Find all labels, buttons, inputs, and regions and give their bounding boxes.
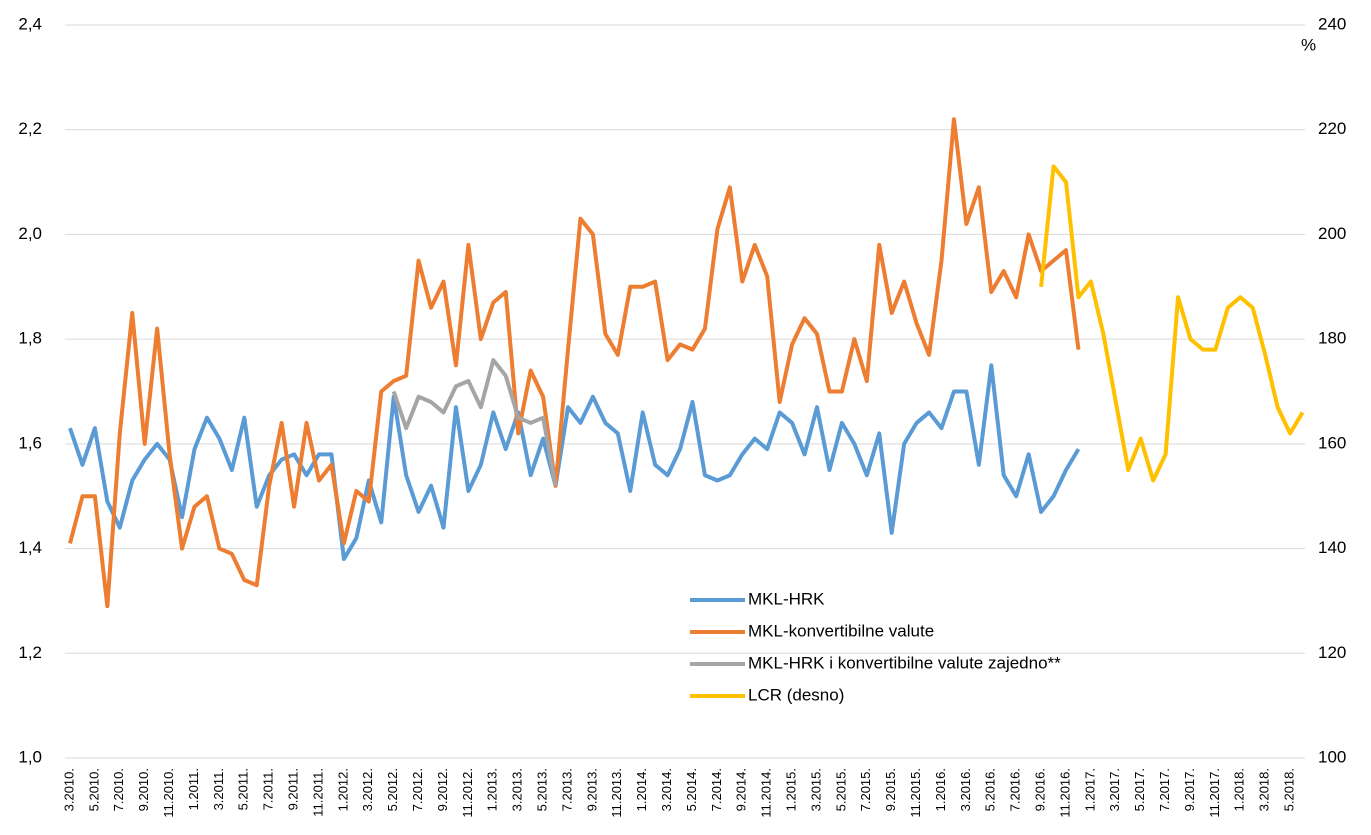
x-tick-label: 9.2014.: [734, 768, 749, 811]
x-tick-label: 3.2018.: [1257, 768, 1272, 811]
x-tick-label: 5.2014.: [684, 768, 699, 811]
y-tick-label: 2,2: [18, 119, 42, 138]
x-tick-label: 5.2013.: [535, 768, 550, 811]
x-tick-label: 9.2012.: [435, 768, 450, 811]
y-tick-label: 2,4: [18, 14, 42, 33]
y2-tick-label: 220: [1318, 119, 1346, 138]
x-tick-label: 3.2017.: [1107, 768, 1122, 811]
x-tick-label: 3.2014.: [659, 768, 674, 811]
x-tick-label: 1.2012.: [335, 768, 350, 811]
y-tick-label: 2,0: [18, 224, 42, 243]
x-tick-label: 7.2017.: [1157, 768, 1172, 811]
x-tick-label: 9.2010.: [136, 768, 151, 811]
x-tick-label: 9.2011.: [286, 768, 301, 810]
x-tick-label: 7.2016.: [1008, 768, 1023, 811]
x-tick-label: 3.2016.: [958, 768, 973, 811]
y2-tick-label: 140: [1318, 538, 1346, 557]
y-tick-label: 1,0: [18, 747, 42, 766]
legend-label: MKL-HRK i konvertibilne valute zajedno**: [748, 653, 1061, 672]
series-line: [68, 363, 1081, 562]
y2-axis-label: %: [1301, 35, 1316, 54]
x-tick-label: 7.2015.: [858, 768, 873, 811]
x-tick-label: 5.2011.: [236, 768, 251, 810]
y-tick-label: 1,2: [18, 643, 42, 662]
series-line: [391, 358, 558, 487]
x-tick-label: 5.2017.: [1132, 768, 1147, 811]
y-tick-label: 1,6: [18, 433, 42, 452]
x-tick-label: 9.2017.: [1182, 768, 1197, 811]
x-tick-label: 3.2013.: [510, 768, 525, 811]
x-tick-label: 1.2015.: [784, 768, 799, 811]
legend-label: MKL-HRK: [748, 589, 825, 608]
x-tick-label: 3.2010.: [61, 768, 76, 811]
legend-label: MKL-konvertibilne valute: [748, 621, 934, 640]
y2-tick-label: 100: [1318, 747, 1346, 766]
x-tick-label: 11.2014.: [759, 768, 774, 818]
x-tick-label: 11.2011.: [310, 768, 325, 817]
y2-tick-label: 160: [1318, 433, 1346, 452]
x-tick-label: 7.2013.: [559, 768, 574, 811]
x-tick-label: 1.2013.: [485, 768, 500, 811]
y2-tick-label: 180: [1318, 329, 1346, 348]
x-tick-label: 11.2012.: [460, 768, 475, 818]
x-tick-label: 1.2016.: [933, 768, 948, 811]
x-tick-label: 7.2010.: [111, 768, 126, 811]
x-tick-label: 5.2010.: [86, 768, 101, 811]
series-line: [1039, 164, 1305, 483]
x-tick-label: 3.2012.: [360, 768, 375, 811]
series-line: [68, 117, 1081, 609]
x-tick-label: 3.2015.: [808, 768, 823, 811]
x-tick-label: 1.2018.: [1232, 768, 1247, 811]
x-tick-label: 5.2018.: [1282, 768, 1297, 811]
x-tick-label: 11.2016.: [1057, 768, 1072, 818]
y2-tick-label: 120: [1318, 643, 1346, 662]
x-tick-label: 5.2015.: [833, 768, 848, 811]
x-tick-label: 7.2011.: [261, 768, 276, 810]
x-tick-label: 9.2013.: [584, 768, 599, 811]
x-tick-label: 11.2013.: [609, 768, 624, 818]
x-tick-label: 11.2015.: [908, 768, 923, 818]
x-tick-label: 5.2016.: [983, 768, 998, 811]
x-tick-label: 7.2012.: [410, 768, 425, 811]
x-tick-label: 9.2016.: [1033, 768, 1048, 811]
y2-tick-label: 200: [1318, 224, 1346, 243]
y2-tick-label: 240: [1318, 14, 1346, 33]
x-tick-label: 1.2014.: [634, 768, 649, 811]
x-tick-label: 11.2010.: [161, 768, 176, 818]
y-tick-label: 1,8: [18, 329, 42, 348]
x-tick-label: 1.2017.: [1082, 768, 1097, 811]
x-tick-label: 5.2012.: [385, 768, 400, 811]
x-tick-label: 7.2014.: [709, 768, 724, 811]
x-tick-label: 1.2011.: [186, 768, 201, 810]
y-tick-label: 1,4: [18, 538, 42, 557]
x-tick-label: 11.2017.: [1207, 768, 1222, 818]
x-tick-label: 9.2015.: [883, 768, 898, 811]
x-tick-label: 3.2011.: [211, 768, 226, 810]
legend-label: LCR (desno): [748, 685, 844, 704]
